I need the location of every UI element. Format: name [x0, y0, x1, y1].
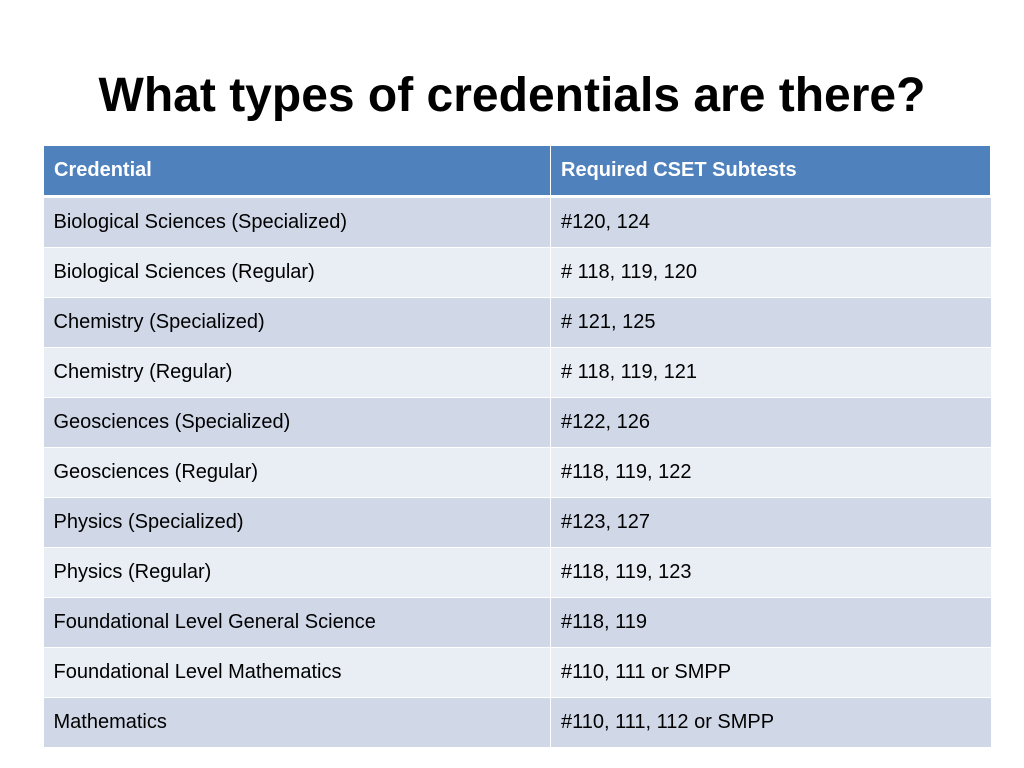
cell-subtests: # 118, 119, 121 [550, 347, 991, 398]
cell-subtests: #110, 111 or SMPP [550, 647, 991, 698]
credentials-table-container: Credential Required CSET Subtests Biolog… [43, 145, 991, 748]
table-row: Chemistry (Specialized) # 121, 125 [43, 297, 991, 348]
cell-subtests: #122, 126 [550, 397, 991, 448]
cell-credential: Foundational Level Mathematics [43, 647, 551, 698]
table-row: Geosciences (Regular) #118, 119, 122 [43, 447, 991, 498]
cell-subtests: #118, 119, 123 [550, 547, 991, 598]
cell-subtests: # 118, 119, 120 [550, 247, 991, 298]
table-row: Foundational Level General Science #118,… [43, 597, 991, 648]
table-row: Mathematics #110, 111, 112 or SMPP [43, 697, 991, 748]
slide-title: What types of credentials are there? [98, 69, 926, 122]
cell-subtests: #118, 119 [550, 597, 991, 648]
cell-credential: Foundational Level General Science [43, 597, 551, 648]
cell-subtests: #120, 124 [550, 196, 991, 248]
cell-credential: Physics (Regular) [43, 547, 551, 598]
cell-credential: Chemistry (Specialized) [43, 297, 551, 348]
table-row: Foundational Level Mathematics #110, 111… [43, 647, 991, 698]
table-header-row: Credential Required CSET Subtests [43, 145, 991, 198]
cell-credential: Mathematics [43, 697, 551, 748]
cell-subtests: #110, 111, 112 or SMPP [550, 697, 991, 748]
cell-credential: Biological Sciences (Specialized) [43, 196, 551, 248]
cell-credential: Biological Sciences (Regular) [43, 247, 551, 298]
cell-credential: Chemistry (Regular) [43, 347, 551, 398]
column-header-required-subtests: Required CSET Subtests [550, 145, 991, 198]
cell-subtests: #118, 119, 122 [550, 447, 991, 498]
table-row: Biological Sciences (Specialized) #120, … [43, 196, 991, 248]
cell-credential: Geosciences (Specialized) [43, 397, 551, 448]
table-row: Physics (Regular) #118, 119, 123 [43, 547, 991, 598]
table-row: Physics (Specialized) #123, 127 [43, 497, 991, 548]
table-row: Biological Sciences (Regular) # 118, 119… [43, 247, 991, 298]
table-row: Chemistry (Regular) # 118, 119, 121 [43, 347, 991, 398]
table-row: Geosciences (Specialized) #122, 126 [43, 397, 991, 448]
credentials-table: Credential Required CSET Subtests Biolog… [43, 145, 991, 748]
cell-subtests: # 121, 125 [550, 297, 991, 348]
cell-credential: Geosciences (Regular) [43, 447, 551, 498]
cell-credential: Physics (Specialized) [43, 497, 551, 548]
cell-subtests: #123, 127 [550, 497, 991, 548]
column-header-credential: Credential [43, 145, 551, 198]
